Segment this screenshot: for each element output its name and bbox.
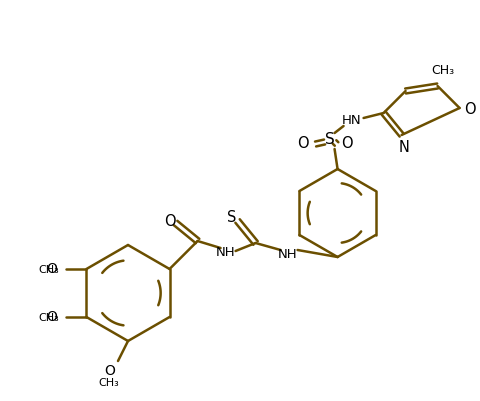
- Text: NH: NH: [278, 249, 298, 261]
- Text: O: O: [341, 136, 352, 152]
- Text: O: O: [464, 103, 475, 117]
- Text: O: O: [46, 262, 57, 276]
- Text: O: O: [105, 364, 115, 378]
- Text: S: S: [227, 211, 236, 225]
- Text: CH₃: CH₃: [98, 378, 119, 388]
- Text: CH₃: CH₃: [38, 313, 59, 323]
- Text: N: N: [398, 140, 409, 154]
- Text: NH: NH: [216, 247, 235, 259]
- Text: CH₃: CH₃: [431, 63, 454, 77]
- Text: S: S: [324, 132, 335, 146]
- Text: O: O: [164, 213, 175, 229]
- Text: O: O: [297, 136, 308, 152]
- Text: O: O: [46, 310, 57, 324]
- Text: HN: HN: [342, 115, 361, 128]
- Text: CH₃: CH₃: [38, 265, 59, 275]
